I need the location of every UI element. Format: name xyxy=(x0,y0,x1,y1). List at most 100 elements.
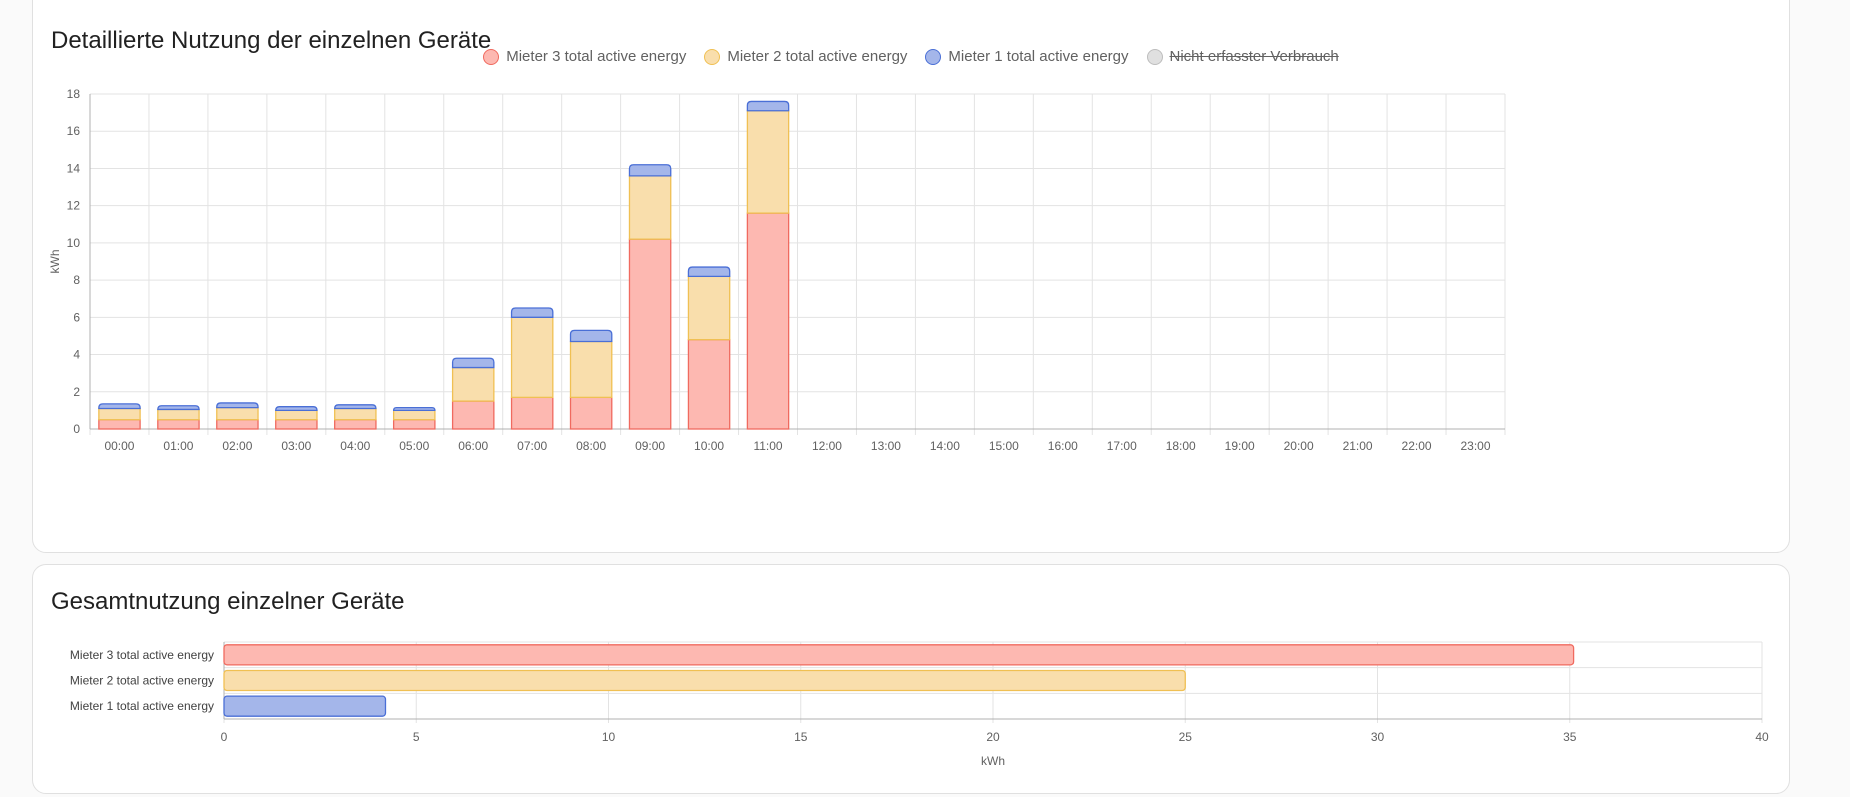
hourly-usage-card: Detaillierte Nutzung der einzelnen Gerät… xyxy=(32,0,1790,553)
x-tick-label: 40 xyxy=(1755,730,1769,744)
x-tick-label: 20:00 xyxy=(1284,439,1314,453)
legend-item-mieter-3-total-active-energy[interactable]: Mieter 3 total active energy xyxy=(483,48,686,65)
x-tick-label: 04:00 xyxy=(340,439,370,453)
x-tick-label: 06:00 xyxy=(458,439,488,453)
x-tick-label: 22:00 xyxy=(1402,439,1432,453)
bar-mieter-2-total-active-energy-0200 xyxy=(216,406,259,421)
bar-mieter-2-total-active-energy-0300 xyxy=(275,409,318,421)
x-tick-label: 07:00 xyxy=(517,439,547,453)
bar-mieter-1-total-active-energy-0200 xyxy=(216,402,259,409)
legend-swatch xyxy=(704,48,721,65)
y-axis-title: kWh xyxy=(48,250,62,274)
y-category-label: Mieter 2 total active energy xyxy=(70,674,214,688)
bar-mieter-1-total-active-energy-0800 xyxy=(569,329,613,343)
bar-mieter-2-total-active-energy xyxy=(223,669,1186,692)
x-tick-label: 01:00 xyxy=(163,439,193,453)
y-category-label: Mieter 1 total active energy xyxy=(70,699,214,713)
chart-legend: Mieter 3 total active energy Mieter 2 tot… xyxy=(33,48,1789,65)
bar-mieter-1-total-active-energy-0500 xyxy=(392,406,436,412)
x-tick-label: 0 xyxy=(221,730,228,744)
legend-swatch xyxy=(483,48,500,65)
legend-label: Mieter 1 total active energy xyxy=(948,48,1129,65)
x-tick-label: 30 xyxy=(1371,730,1385,744)
bar-mieter-3-total-active-energy-0900 xyxy=(628,238,672,430)
y-tick-label: 6 xyxy=(73,310,80,324)
bar-mieter-3-total-active-energy-0700 xyxy=(510,396,554,430)
x-tick-label: 5 xyxy=(413,730,420,744)
x-tick-label: 14:00 xyxy=(930,439,960,453)
x-tick-label: 13:00 xyxy=(871,439,901,453)
bar-mieter-2-total-active-energy-0500 xyxy=(392,409,436,421)
bar-mieter-1-total-active-energy-1100 xyxy=(746,100,790,112)
legend-swatch xyxy=(1146,48,1163,65)
bar-mieter-2-total-active-energy-0400 xyxy=(334,407,377,421)
bar-mieter-2-total-active-energy-0800 xyxy=(569,340,613,399)
x-tick-label: 10:00 xyxy=(694,439,724,453)
bar-mieter-3-total-active-energy-1000 xyxy=(687,339,731,430)
bar-mieter-2-total-active-energy-0000 xyxy=(98,407,141,421)
bar-mieter-3-total-active-energy-0800 xyxy=(569,396,613,430)
y-tick-label: 8 xyxy=(73,273,80,287)
bar-mieter-1-total-active-energy-0100 xyxy=(157,405,200,411)
x-tick-label: 08:00 xyxy=(576,439,606,453)
x-tick-label: 15 xyxy=(794,730,808,744)
y-tick-label: 2 xyxy=(73,385,80,399)
x-tick-label: 15:00 xyxy=(989,439,1019,453)
x-tick-label: 21:00 xyxy=(1343,439,1373,453)
x-tick-label: 03:00 xyxy=(281,439,311,453)
bar-mieter-3-total-active-energy-0600 xyxy=(451,400,495,430)
x-tick-label: 00:00 xyxy=(104,439,134,453)
y-tick-label: 10 xyxy=(67,236,81,250)
bar-mieter-3-total-active-energy-1100 xyxy=(746,212,790,430)
bar-mieter-3-total-active-energy-0000 xyxy=(98,419,141,430)
bar-mieter-1-total-active-energy-0900 xyxy=(628,164,672,177)
bar-mieter-2-total-active-energy-0100 xyxy=(157,408,200,421)
bar-mieter-2-total-active-energy-0900 xyxy=(628,175,672,240)
x-tick-label: 11:00 xyxy=(753,439,782,453)
legend-item-mieter-2-total-active-energy[interactable]: Mieter 2 total active energy xyxy=(704,48,907,65)
bar-mieter-1-total-active-energy-0600 xyxy=(451,357,495,369)
x-tick-label: 23:00 xyxy=(1461,439,1491,453)
legend-item-nicht-erfasster-verbrauch[interactable]: Nicht erfasster Verbrauch xyxy=(1146,48,1339,65)
x-tick-label: 19:00 xyxy=(1225,439,1255,453)
bar-mieter-1-total-active-energy-1000 xyxy=(687,266,731,278)
x-tick-label: 35 xyxy=(1563,730,1577,744)
bar-mieter-1-total-active-energy-0700 xyxy=(510,307,554,318)
y-tick-label: 14 xyxy=(67,161,81,175)
bar-mieter-3-total-active-energy xyxy=(223,644,1575,666)
bar-mieter-3-total-active-energy-0100 xyxy=(157,419,200,430)
bar-mieter-1-total-active-energy-0400 xyxy=(334,404,377,410)
y-tick-label: 18 xyxy=(67,87,81,101)
total-horizontal-bar-chart: 0 5 10 15 20 25 30 35 40 kWh Mieter 3 total active… xyxy=(70,641,1769,768)
bar-mieter-2-total-active-energy-1000 xyxy=(687,275,731,341)
legend-label: Mieter 2 total active energy xyxy=(727,48,908,65)
x-tick-label: 05:00 xyxy=(399,439,429,453)
bar-mieter-1-total-active-energy xyxy=(223,695,387,717)
legend-item-mieter-1-total-active-energy[interactable]: Mieter 1 total active energy xyxy=(925,48,1129,65)
legend-label: Mieter 3 total active energy xyxy=(506,48,687,65)
x-tick-label: 12:00 xyxy=(812,439,842,453)
x-tick-label: 09:00 xyxy=(635,439,665,453)
legend-swatch xyxy=(925,48,942,65)
x-tick-label: 25 xyxy=(1179,730,1193,744)
bar-mieter-3-total-active-energy-0400 xyxy=(334,419,377,430)
bar-mieter-2-total-active-energy-0700 xyxy=(510,316,554,399)
y-tick-label: 0 xyxy=(73,422,80,436)
legend-label: Nicht erfasster Verbrauch xyxy=(1169,48,1339,65)
hourly-stacked-bar-chart: 0 2 4 6 8 10 12 14 16 18 kWh 00:00 01:00 02:00 03:00 04… xyxy=(48,87,1506,453)
x-tick-label: 10 xyxy=(602,730,616,744)
bar-mieter-1-total-active-energy-0000 xyxy=(98,403,141,410)
y-tick-label: 16 xyxy=(67,124,81,138)
y-category-label: Mieter 3 total active energy xyxy=(70,648,214,662)
y-tick-label: 12 xyxy=(67,199,81,213)
x-tick-label: 20 xyxy=(986,730,1000,744)
total-usage-card: Gesamtnutzung einzelner Geräte 0 5 10 15 20 2… xyxy=(32,564,1790,794)
bar-mieter-2-total-active-energy-1100 xyxy=(746,110,790,214)
bar-mieter-3-total-active-energy-0200 xyxy=(216,419,259,430)
bar-mieter-3-total-active-energy-0300 xyxy=(275,419,318,430)
x-axis-title: kWh xyxy=(981,754,1005,768)
x-tick-label: 17:00 xyxy=(1107,439,1137,453)
bar-mieter-2-total-active-energy-0600 xyxy=(451,366,495,402)
total-usage-title: Gesamtnutzung einzelner Geräte xyxy=(51,588,405,615)
hourly-usage-title: Detaillierte Nutzung der einzelnen Gerät… xyxy=(51,27,492,54)
